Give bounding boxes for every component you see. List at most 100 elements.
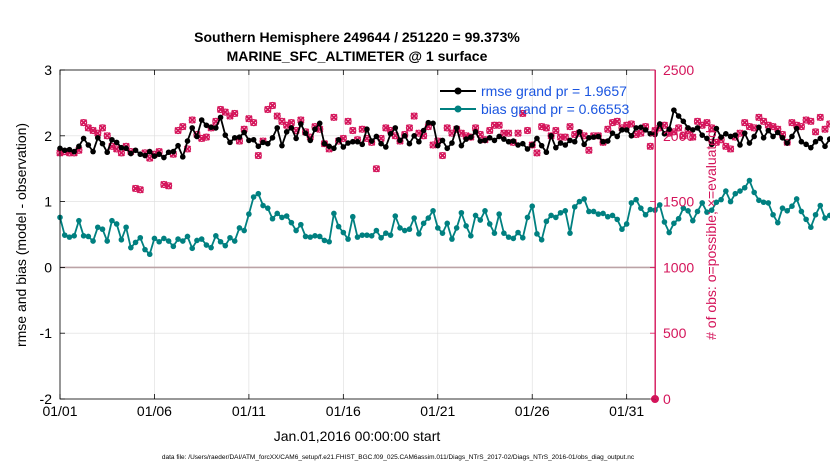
obs-possible-point <box>693 117 702 125</box>
rmse-point <box>444 145 451 152</box>
rmse-point <box>321 140 328 147</box>
rmse-point <box>222 132 229 138</box>
bias-point <box>326 238 332 245</box>
obs-possible-point <box>528 141 536 149</box>
bias-point <box>458 209 465 216</box>
rmse-point <box>817 135 824 142</box>
rmse-point <box>66 146 73 153</box>
bias-point <box>165 238 172 244</box>
obs-evaluated-point <box>226 112 234 120</box>
bias-point <box>354 234 361 240</box>
rmse-point <box>458 142 465 149</box>
rmse-point <box>642 127 649 133</box>
bias-point <box>411 215 417 221</box>
obs-evaluated-point <box>188 116 196 124</box>
rmse-point <box>784 140 791 146</box>
obs-evaluated-point <box>495 121 503 129</box>
rmse-point <box>288 125 295 131</box>
y-tick-label: -1 <box>40 325 53 341</box>
rmse-point <box>236 134 243 140</box>
obs-possible-point <box>760 117 768 125</box>
obs-possible-point <box>689 133 697 141</box>
bias-point <box>392 213 399 219</box>
obs-possible-point <box>254 151 262 160</box>
rmse-point <box>439 137 446 144</box>
bias-point <box>236 225 243 231</box>
rmse-point <box>264 140 271 147</box>
bias-point <box>680 205 687 211</box>
bias-point <box>113 221 120 227</box>
obs-possible-point <box>486 126 494 135</box>
rmse-point <box>137 151 144 158</box>
obs-possible-point <box>495 121 503 129</box>
rmse-point <box>751 133 757 140</box>
bias-point <box>708 207 715 213</box>
bias-point <box>822 215 828 221</box>
obs-evaluated-point <box>523 126 532 135</box>
bias-point <box>359 232 366 238</box>
obs-possible-point <box>405 124 414 132</box>
rmse-point <box>123 145 129 152</box>
bias-point <box>553 214 559 221</box>
bias-point <box>146 251 153 258</box>
rmse-point <box>411 133 417 139</box>
rmse-point <box>368 138 375 144</box>
obs-evaluated-point <box>254 151 262 160</box>
bias-point <box>571 204 578 210</box>
bias-point <box>689 217 696 224</box>
rmse-point <box>335 136 342 143</box>
rmse-point <box>184 138 191 144</box>
series-rmse <box>57 107 830 161</box>
bias-point <box>302 233 309 240</box>
obs-evaluated-point <box>608 119 617 127</box>
bias-point <box>142 246 148 253</box>
rmse-point <box>619 127 625 133</box>
rmse-point <box>90 148 96 155</box>
bias-point <box>94 224 101 231</box>
bias-point <box>501 230 507 236</box>
rmse-point <box>118 144 125 151</box>
bias-point <box>638 205 644 211</box>
bias-point <box>732 190 739 197</box>
obs-evaluated-point <box>689 133 697 141</box>
bias-point <box>685 208 691 214</box>
rmse-point <box>553 144 559 151</box>
obs-evaluated-point <box>807 117 815 125</box>
rmse-point <box>529 142 536 148</box>
bias-point <box>416 231 422 237</box>
bias-point <box>534 231 540 237</box>
obs-possible-point <box>443 124 451 132</box>
obs-possible-point <box>604 125 612 133</box>
y-right-tick-label: 2500 <box>663 62 694 78</box>
obs-evaluated-point <box>202 133 211 141</box>
right-axis-spine <box>654 70 656 399</box>
obs-evaluated-point <box>552 126 560 135</box>
obs-possible-point <box>821 125 829 133</box>
rmse-point <box>704 135 710 142</box>
rmse-point <box>349 138 356 145</box>
bias-point <box>269 215 276 222</box>
obs-evaluated-point <box>287 119 296 127</box>
bias-point <box>316 233 323 240</box>
x-tick-label: 01/11 <box>232 403 266 419</box>
obs-possible-point <box>410 112 418 120</box>
bias-point <box>548 212 554 219</box>
rmse-point <box>477 138 484 144</box>
rmse-point <box>179 154 186 160</box>
bias-point <box>383 230 389 236</box>
bias-point <box>789 203 795 210</box>
rmse-point <box>453 125 460 131</box>
bias-point <box>642 211 649 218</box>
bias-point <box>600 210 606 217</box>
x-tick-label: 01/26 <box>515 403 550 419</box>
bias-point <box>378 234 384 241</box>
bias-point <box>803 216 809 223</box>
rmse-point <box>633 125 639 131</box>
rmse-point <box>99 140 106 147</box>
bias-point <box>581 196 587 202</box>
obs-possible-point <box>533 149 541 157</box>
obs-evaluated-point <box>268 101 277 110</box>
rmse-point <box>671 107 677 113</box>
bias-point <box>609 212 616 219</box>
rmse-point <box>793 125 800 132</box>
